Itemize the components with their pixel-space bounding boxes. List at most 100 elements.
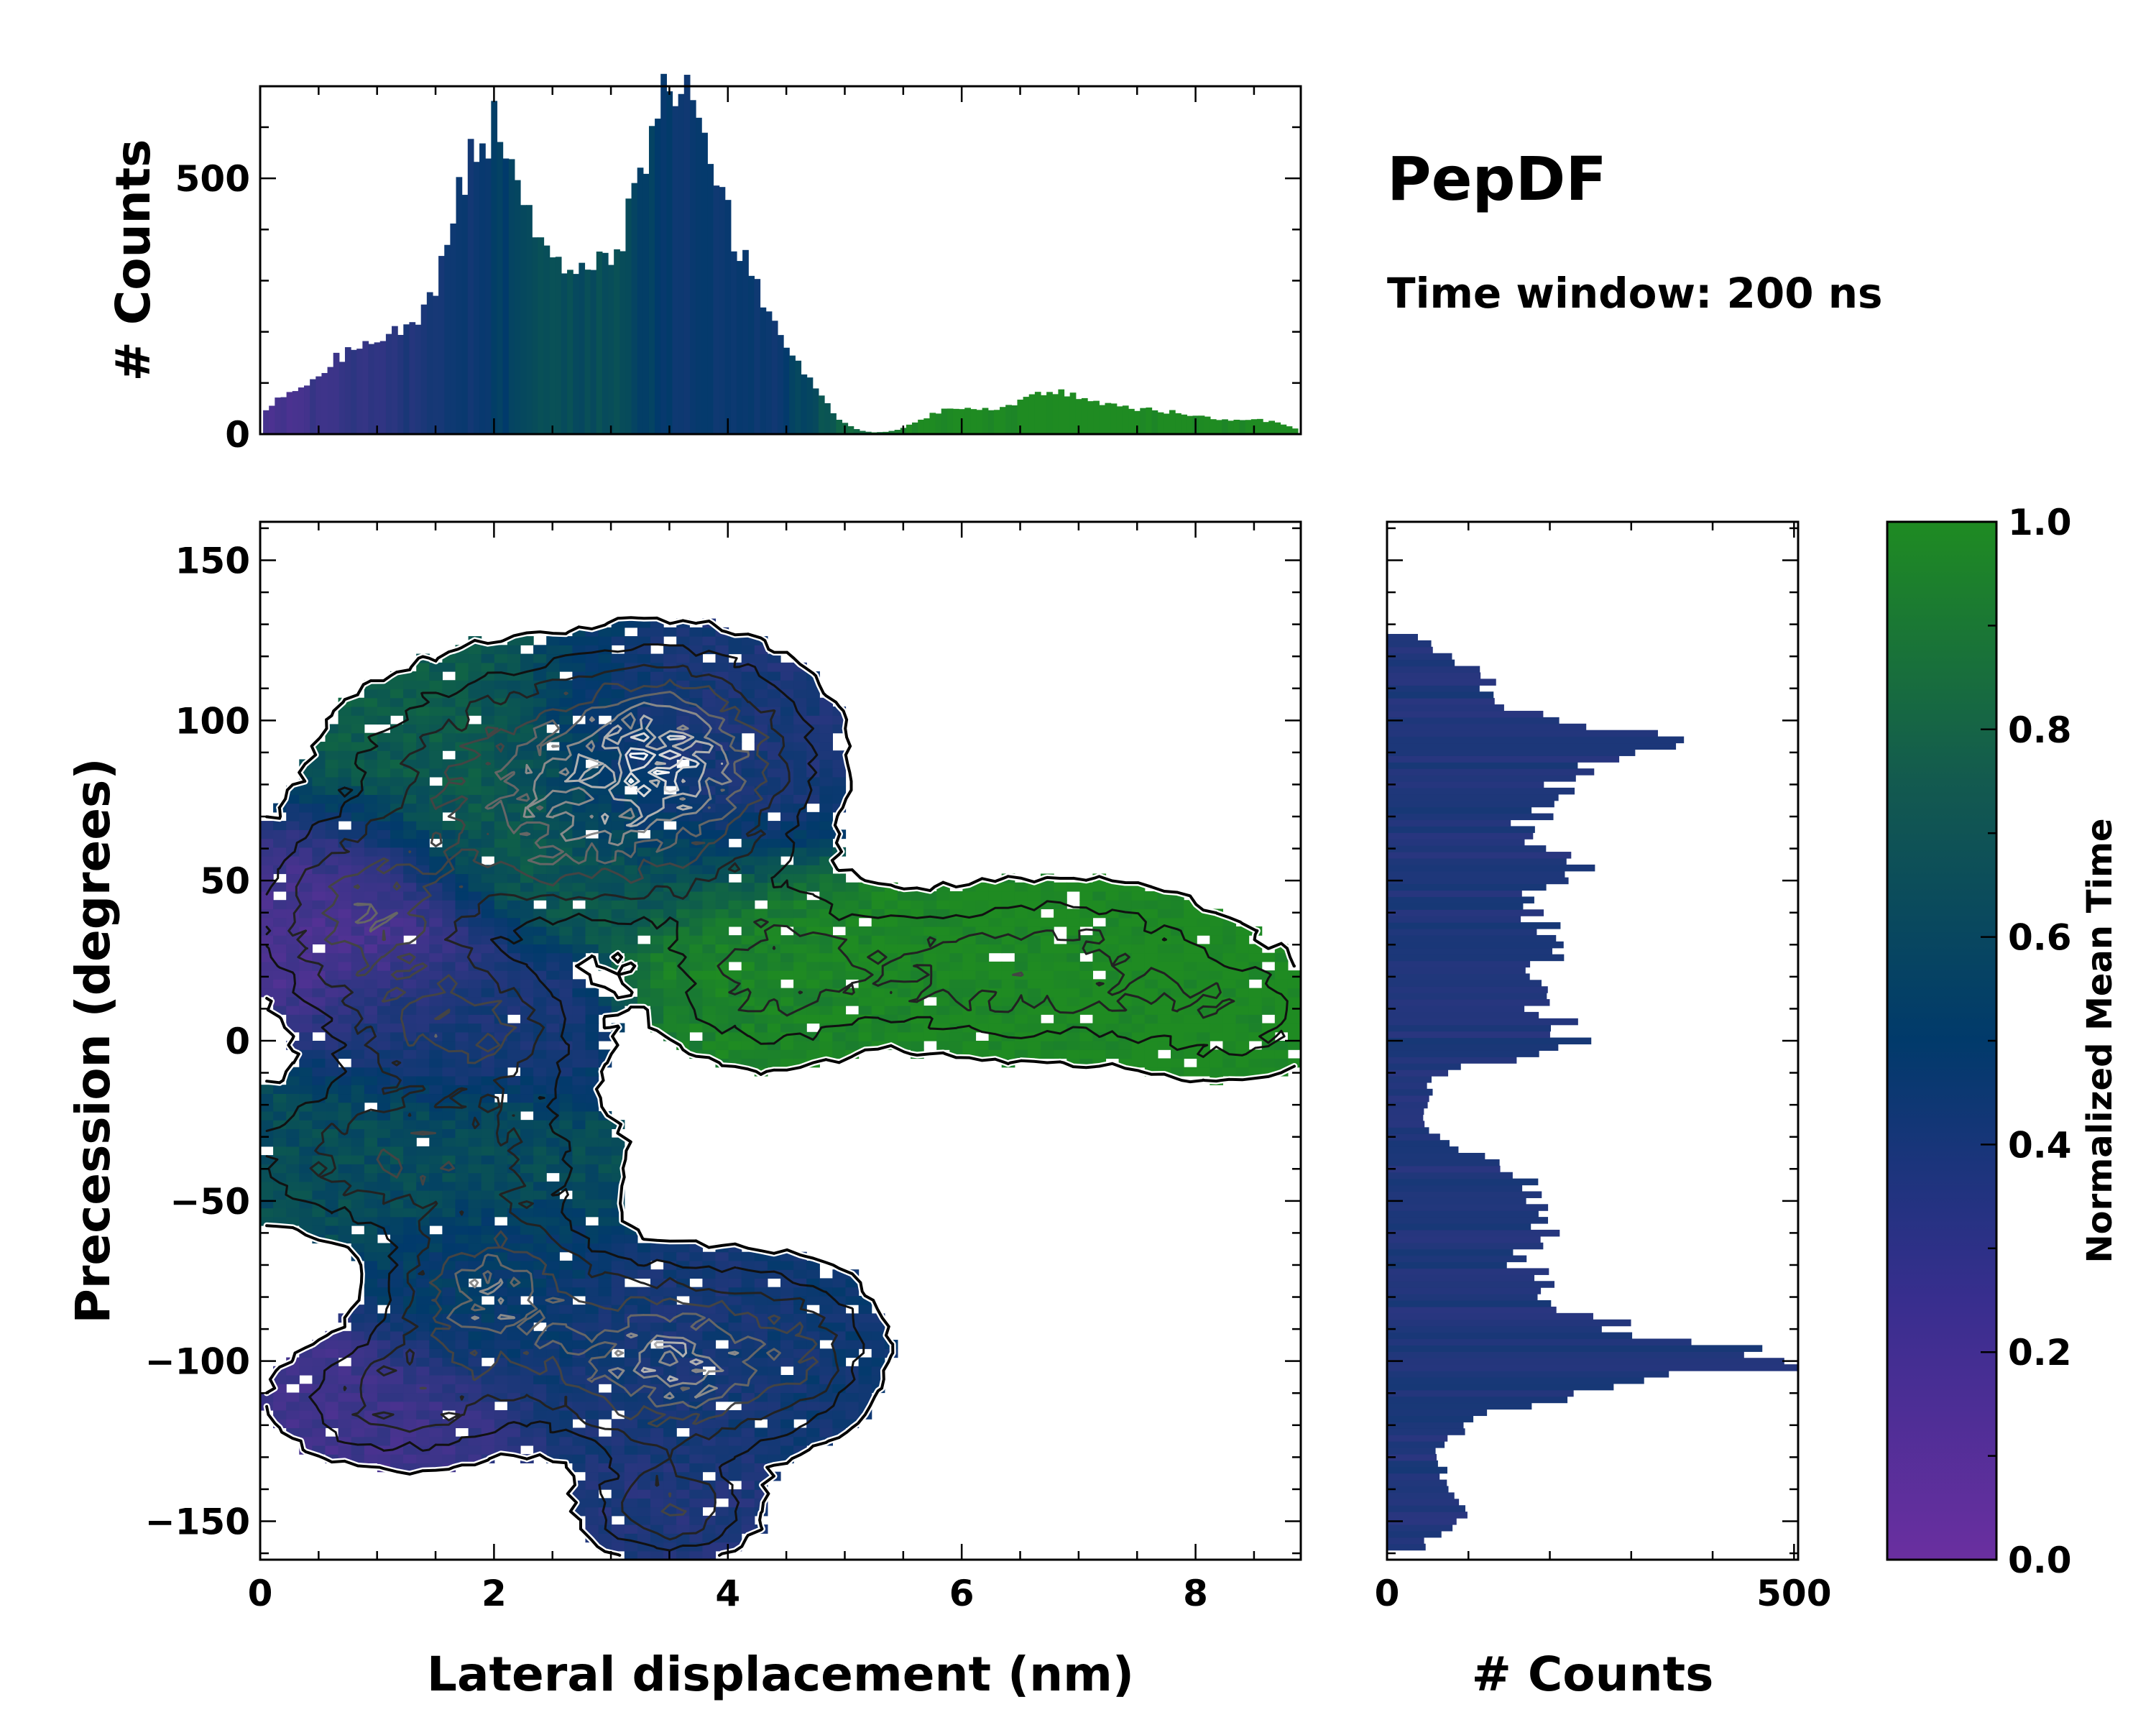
heatmap-cell bbox=[572, 1076, 586, 1085]
heatmap-cell bbox=[403, 733, 417, 742]
heatmap-cell bbox=[351, 1155, 365, 1164]
heatmap-cell bbox=[469, 1164, 482, 1173]
heatmap-cell bbox=[819, 865, 833, 874]
heatmap-cell bbox=[689, 1252, 703, 1261]
heatmap-cell bbox=[625, 1542, 638, 1552]
heatmap-cell bbox=[572, 944, 586, 953]
heatmap-cell bbox=[546, 953, 560, 962]
heatmap-cell bbox=[742, 1419, 755, 1428]
heatmap-cell bbox=[429, 1076, 443, 1085]
heatmap-cell bbox=[377, 1093, 391, 1103]
heatmap-cell bbox=[520, 698, 534, 707]
heatmap-cell bbox=[1002, 908, 1015, 918]
heatmap-cell bbox=[625, 671, 638, 681]
heatmap-cell bbox=[533, 804, 547, 813]
heatmap-cell bbox=[702, 979, 716, 988]
heatmap-cell bbox=[559, 1419, 573, 1428]
heatmap-cell bbox=[962, 979, 976, 988]
heatmap-cell bbox=[768, 1058, 781, 1067]
heatmap-cell bbox=[846, 1340, 860, 1349]
heatmap-cell bbox=[1041, 970, 1054, 980]
heatmap-cell bbox=[637, 900, 651, 909]
heatmap-cell bbox=[351, 1427, 365, 1437]
heatmap-cell bbox=[729, 908, 742, 918]
heatmap-cell bbox=[859, 900, 872, 909]
heatmap-cell bbox=[689, 1024, 703, 1033]
heatmap-cell bbox=[780, 724, 794, 733]
top-hist-bar bbox=[678, 94, 685, 434]
top-hist-bar bbox=[427, 293, 433, 434]
heatmap-cell bbox=[716, 1507, 729, 1517]
colorbar-tick-label: 0.6 bbox=[2008, 917, 2072, 959]
right-hist-bar bbox=[1387, 929, 1537, 936]
heatmap-cell bbox=[469, 689, 482, 699]
heatmap-cell bbox=[326, 1445, 339, 1455]
heatmap-cell bbox=[949, 962, 963, 971]
heatmap-cell bbox=[338, 970, 352, 980]
heatmap-cell bbox=[819, 1419, 833, 1428]
heatmap-cell bbox=[403, 1058, 417, 1067]
heatmap-cell bbox=[442, 883, 456, 892]
heatmap-cell bbox=[456, 1225, 469, 1235]
heatmap-cell bbox=[755, 1296, 768, 1305]
right-hist-bar bbox=[1387, 1217, 1548, 1224]
heatmap-cell bbox=[755, 1427, 768, 1437]
heatmap-cell bbox=[533, 1049, 547, 1059]
heatmap-cell bbox=[768, 1375, 781, 1384]
heatmap-cell bbox=[429, 1234, 443, 1243]
heatmap-cell bbox=[326, 794, 339, 804]
heatmap-cell bbox=[832, 768, 846, 778]
heatmap-cell bbox=[1067, 997, 1080, 1006]
heatmap-cell bbox=[482, 1445, 495, 1455]
heatmap-cell bbox=[507, 908, 521, 918]
heatmap-cell bbox=[390, 1049, 404, 1059]
heatmap-cell bbox=[572, 1437, 586, 1446]
heatmap-cell bbox=[755, 908, 768, 918]
heatmap-cell bbox=[326, 1410, 339, 1420]
right-hist-bar bbox=[1387, 678, 1496, 686]
heatmap-cell bbox=[533, 1427, 547, 1437]
heatmap-cell bbox=[469, 1243, 482, 1252]
heatmap-cell bbox=[533, 1296, 547, 1305]
top-hist-bar bbox=[444, 245, 451, 434]
heatmap-cell bbox=[768, 935, 781, 944]
heatmap-cell bbox=[729, 1269, 742, 1279]
heatmap-cell bbox=[364, 847, 378, 857]
heatmap-cell bbox=[326, 1375, 339, 1384]
heatmap-cell bbox=[768, 839, 781, 848]
heatmap-cell bbox=[390, 1146, 404, 1156]
heatmap-cell bbox=[702, 829, 716, 839]
heatmap-cell bbox=[494, 680, 508, 689]
heatmap-cell bbox=[260, 1138, 274, 1147]
top-hist-bar bbox=[941, 409, 948, 434]
heatmap-cell bbox=[533, 1138, 547, 1147]
heatmap-cell bbox=[612, 1358, 625, 1367]
heatmap-cell bbox=[429, 1190, 443, 1200]
right-hist-bar bbox=[1387, 1441, 1445, 1448]
heatmap-cell bbox=[299, 1058, 313, 1067]
heatmap-cell bbox=[819, 839, 833, 848]
heatmap-cell bbox=[885, 1032, 898, 1041]
heatmap-cell bbox=[546, 1006, 560, 1015]
top-hist-bar bbox=[415, 325, 422, 434]
heatmap-cell bbox=[482, 847, 495, 857]
heatmap-cell bbox=[520, 1024, 534, 1033]
heatmap-cell bbox=[793, 1313, 807, 1322]
heatmap-cell bbox=[742, 680, 755, 689]
heatmap-cell bbox=[377, 786, 391, 795]
heatmap-cell bbox=[351, 715, 365, 724]
heatmap-cell bbox=[1288, 1032, 1302, 1041]
heatmap-cell bbox=[806, 707, 820, 716]
heatmap-cell bbox=[793, 856, 807, 865]
heatmap-cell bbox=[742, 1252, 755, 1261]
heatmap-cell bbox=[286, 997, 300, 1006]
heatmap-cell bbox=[299, 1217, 313, 1226]
heatmap-cell bbox=[403, 742, 417, 751]
heatmap-cell bbox=[429, 1058, 443, 1067]
heatmap-cell bbox=[1171, 1032, 1184, 1041]
heatmap-cell bbox=[494, 1155, 508, 1164]
heatmap-cell bbox=[1106, 891, 1120, 901]
heatmap-cell bbox=[1158, 944, 1171, 953]
heatmap-cell bbox=[312, 759, 326, 768]
heatmap-cell bbox=[456, 1190, 469, 1200]
